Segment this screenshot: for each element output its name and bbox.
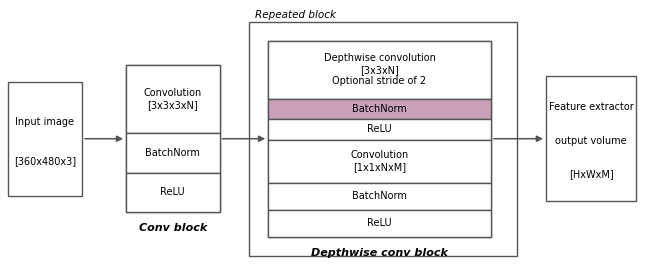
FancyBboxPatch shape bbox=[249, 22, 517, 256]
FancyBboxPatch shape bbox=[126, 133, 220, 172]
Text: Conv block: Conv block bbox=[139, 223, 207, 233]
Text: [360x480x3]: [360x480x3] bbox=[14, 157, 76, 166]
Text: output volume: output volume bbox=[556, 136, 627, 146]
Text: ReLU: ReLU bbox=[367, 218, 392, 228]
FancyBboxPatch shape bbox=[268, 98, 491, 119]
FancyBboxPatch shape bbox=[126, 65, 220, 212]
FancyBboxPatch shape bbox=[268, 140, 491, 183]
FancyBboxPatch shape bbox=[268, 119, 491, 140]
FancyBboxPatch shape bbox=[546, 76, 636, 201]
Text: ReLU: ReLU bbox=[367, 124, 392, 134]
Text: [HxWxM]: [HxWxM] bbox=[568, 169, 614, 179]
FancyBboxPatch shape bbox=[268, 210, 491, 237]
Text: Repeated block: Repeated block bbox=[255, 10, 336, 20]
Text: Feature extractor: Feature extractor bbox=[548, 103, 634, 112]
Text: Input image: Input image bbox=[16, 117, 74, 126]
Text: BatchNorm: BatchNorm bbox=[352, 104, 407, 114]
Text: Depthwise convolution
[3x3xN]
Optional stride of 2: Depthwise convolution [3x3xN] Optional s… bbox=[324, 53, 435, 86]
FancyBboxPatch shape bbox=[8, 82, 82, 196]
Text: BatchNorm: BatchNorm bbox=[352, 191, 407, 201]
Text: Convolution
[1x1xNxM]: Convolution [1x1xNxM] bbox=[350, 150, 409, 172]
FancyBboxPatch shape bbox=[268, 41, 491, 237]
FancyBboxPatch shape bbox=[268, 41, 491, 98]
Text: ReLU: ReLU bbox=[160, 187, 185, 197]
FancyBboxPatch shape bbox=[126, 65, 220, 133]
FancyBboxPatch shape bbox=[268, 183, 491, 210]
Text: Convolution
[3x3x3xN]: Convolution [3x3x3xN] bbox=[143, 88, 202, 110]
Text: BatchNorm: BatchNorm bbox=[145, 148, 200, 158]
FancyBboxPatch shape bbox=[126, 172, 220, 212]
Text: Depthwise conv block: Depthwise conv block bbox=[311, 248, 448, 258]
